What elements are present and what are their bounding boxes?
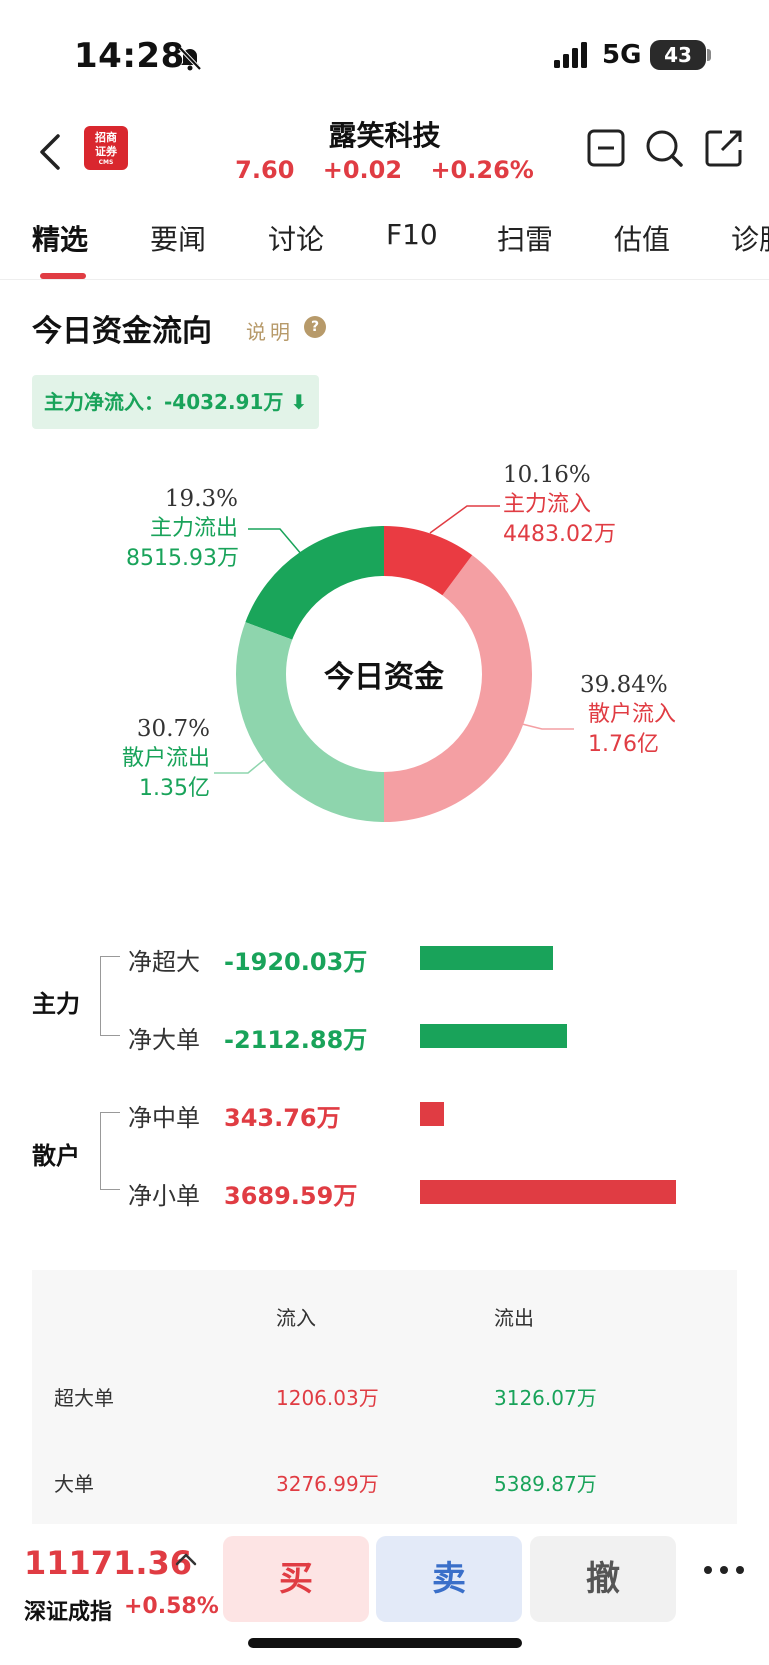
name-main-outflow: 主力流出 (149, 516, 238, 541)
pct-main-inflow: 10.16% (503, 462, 591, 488)
stock-price: 7.60 (235, 156, 295, 184)
logo-text-1: 招商 (95, 131, 117, 144)
label-retail-outflow: 30.7% 散户流出 1.35亿 (110, 714, 210, 804)
amount-main-inflow: 4483.02万 (503, 522, 616, 547)
slice-retail-inflow (384, 555, 532, 822)
index-name[interactable]: 深证成指 (24, 1600, 113, 1625)
tab-featured[interactable]: 精选 (32, 223, 89, 256)
home-indicator (248, 1638, 522, 1648)
tab-bar: 精选 要闻 讨论 F10 扫雷 估值 诊股 (0, 210, 769, 280)
label-main-inflow: 10.16% 主力流入 4483.02万 (503, 460, 616, 550)
tab-risk-scan[interactable]: 扫雷 (497, 223, 554, 256)
row-label-small: 净小单 (128, 1182, 200, 1210)
table-row-in: 1206.03万 (276, 1386, 379, 1410)
slice-main-outflow (245, 526, 384, 640)
table-header-out: 流出 (494, 1306, 534, 1330)
tab-discussion[interactable]: 讨论 (268, 223, 325, 256)
section-title: 今日资金流向 (32, 314, 212, 349)
bar-medium (420, 1102, 444, 1126)
fund-flow-donut-chart: 今日资金 10.16% 主力流入 4483.02万 39.84% 散户流入 1.… (0, 440, 769, 860)
name-retail-outflow: 散户流出 (121, 746, 210, 771)
search-icon[interactable] (644, 128, 684, 168)
table-row-in: 3276.99万 (276, 1472, 379, 1496)
status-bar: 14:28 5G 43 (0, 0, 769, 110)
name-main-inflow: 主力流入 (503, 492, 592, 517)
back-arrow-icon[interactable] (36, 130, 66, 174)
row-label-medium: 净中单 (128, 1104, 200, 1132)
slice-retail-outflow (235, 622, 384, 822)
pct-main-outflow: 19.3% (164, 486, 238, 512)
share-icon[interactable] (704, 128, 744, 168)
logo-text-3: CMS (98, 159, 114, 166)
label-main-outflow: 19.3% 主力流出 8515.93万 (126, 484, 239, 574)
bracket-main (100, 956, 120, 1036)
buy-button[interactable]: 买 (223, 1536, 369, 1622)
pct-retail-outflow: 30.7% (136, 716, 210, 742)
explain-link[interactable]: 说明 (246, 320, 294, 344)
row-label-large: 净大单 (128, 1026, 200, 1054)
table-header-in: 流入 (276, 1306, 316, 1330)
index-value[interactable]: 11171.36 (24, 1544, 193, 1582)
tab-f10[interactable]: F10 (386, 218, 438, 251)
amount-main-outflow: 8515.93万 (126, 546, 239, 571)
stock-name: 露笑科技 (328, 119, 441, 152)
table-row-label: 大单 (54, 1472, 94, 1496)
leader-line-retail-in (521, 723, 574, 730)
collapse-icon[interactable] (586, 128, 626, 168)
help-icon[interactable]: ? (304, 316, 326, 338)
battery-icon: 43 (650, 40, 706, 70)
donut-center-label: 今日资金 (324, 660, 444, 695)
sell-button[interactable]: 卖 (376, 1536, 522, 1622)
amount-retail-inflow: 1.76亿 (588, 732, 659, 757)
flow-table: 流入 流出 超大单 1206.03万 3126.07万 大单 3276.99万 … (32, 1270, 737, 1530)
group-label-retail: 散户 (32, 1142, 80, 1170)
leader-line-main-in (429, 505, 500, 534)
signal-icon (554, 42, 587, 68)
table-row-out: 3126.07万 (494, 1386, 597, 1410)
amount-retail-outflow: 1.35亿 (139, 776, 210, 801)
network-type: 5G (602, 40, 642, 70)
donut-svg (214, 505, 574, 822)
stock-quote: 7.60 +0.02 +0.26% (0, 156, 769, 184)
status-time: 14:28 (74, 36, 185, 76)
tab-news[interactable]: 要闻 (150, 223, 207, 256)
row-value-small: 3689.59万 (224, 1182, 358, 1210)
label-retail-inflow: 39.84% 散户流入 1.76亿 (580, 670, 676, 760)
tab-diagnosis[interactable]: 诊股 (731, 223, 769, 256)
chevron-up-icon[interactable] (174, 1550, 198, 1568)
broker-logo: 招商 证券 CMS (84, 126, 128, 170)
row-label-super-large: 净超大 (128, 948, 200, 976)
index-change[interactable]: +0.58% (124, 1594, 219, 1619)
group-label-main: 主力 (32, 990, 80, 1018)
cancel-order-button[interactable]: 撤 (530, 1536, 676, 1622)
bar-small (420, 1180, 676, 1204)
stock-change-pct: +0.26% (430, 156, 534, 184)
more-icon[interactable] (702, 1564, 746, 1576)
row-value-large: -2112.88万 (224, 1026, 368, 1054)
leader-line-main-out (248, 528, 303, 556)
name-retail-inflow: 散户流入 (588, 702, 677, 727)
stock-header: 招商 证券 CMS 露笑科技 7.60 +0.02 +0.26% (0, 110, 769, 200)
tab-active-indicator (40, 273, 86, 279)
battery-tip (707, 49, 711, 61)
bar-large (420, 1024, 567, 1048)
table-row-out: 5389.87万 (494, 1472, 597, 1496)
row-value-super-large: -1920.03万 (224, 948, 368, 976)
logo-text-2: 证券 (95, 145, 117, 158)
bell-muted-icon (178, 46, 202, 71)
pct-retail-inflow: 39.84% (580, 672, 668, 698)
bracket-retail (100, 1112, 120, 1190)
flow-breakdown: 主力 净超大 -1920.03万 净大单 -2112.88万 散户 净中单 34… (0, 920, 769, 1220)
net-inflow-badge: 主力净流入：-4032.91万 ⬇ (32, 375, 320, 429)
slice-main-inflow (384, 526, 473, 596)
leader-line-retail-out (214, 758, 266, 774)
tab-valuation[interactable]: 估值 (614, 223, 671, 256)
stock-change: +0.02 (322, 156, 403, 184)
table-row-label: 超大单 (54, 1386, 114, 1410)
row-value-medium: 343.76万 (224, 1104, 341, 1132)
bar-super-large (420, 946, 553, 970)
bottom-trade-bar: 11171.36 深证成指 +0.58% 买 卖 撤 (0, 1524, 769, 1665)
